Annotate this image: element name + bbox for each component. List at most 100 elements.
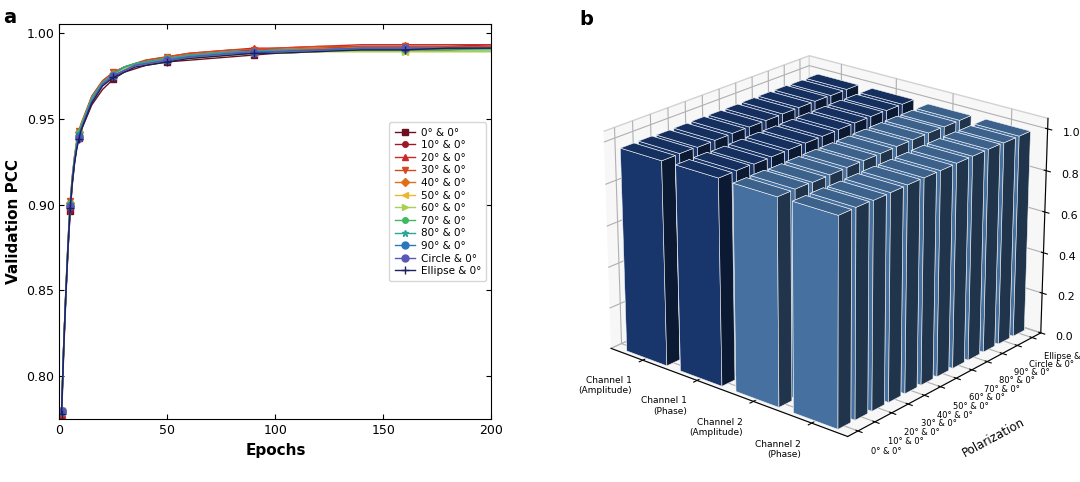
Ellipse & 0° [72, 136, 85, 142]
10° & 0° [55, 416, 68, 422]
40° & 0° [75, 122, 87, 128]
10° & 0° [57, 349, 70, 355]
Ellipse & 0° [107, 75, 120, 80]
Circle & 0° [55, 408, 68, 414]
50° & 0° [62, 241, 75, 247]
80° & 0° [70, 142, 83, 147]
20° & 0° [68, 155, 81, 161]
0° & 0° [139, 63, 152, 68]
70° & 0° [247, 49, 260, 54]
30° & 0° [107, 69, 120, 75]
80° & 0° [485, 45, 498, 51]
90° & 0° [96, 81, 109, 87]
20° & 0° [118, 64, 131, 70]
Ellipse & 0° [312, 49, 325, 54]
20° & 0° [55, 411, 68, 417]
Line: 10° & 0°: 10° & 0° [58, 42, 495, 422]
60° & 0° [118, 66, 131, 72]
Circle & 0° [485, 45, 498, 51]
20° & 0° [355, 42, 368, 48]
50° & 0° [118, 66, 131, 72]
60° & 0° [85, 97, 98, 103]
60° & 0° [59, 289, 72, 295]
70° & 0° [66, 174, 79, 180]
70° & 0° [312, 47, 325, 53]
50° & 0° [485, 49, 498, 54]
10° & 0° [62, 246, 75, 252]
Line: 50° & 0°: 50° & 0° [58, 49, 495, 414]
90° & 0° [66, 177, 79, 183]
30° & 0° [355, 43, 368, 49]
70° & 0° [226, 51, 239, 56]
40° & 0° [183, 52, 195, 58]
80° & 0° [66, 176, 79, 182]
10° & 0° [59, 295, 72, 300]
0° & 0° [96, 86, 109, 92]
Text: a: a [3, 8, 16, 27]
30° & 0° [269, 45, 282, 51]
50° & 0° [59, 289, 72, 295]
Circle & 0° [204, 52, 217, 58]
20° & 0° [64, 201, 77, 207]
0° & 0° [204, 55, 217, 61]
50° & 0° [129, 63, 141, 68]
80° & 0° [204, 51, 217, 56]
30° & 0° [485, 43, 498, 49]
30° & 0° [204, 49, 217, 54]
90° & 0° [399, 45, 411, 51]
10° & 0° [75, 124, 87, 130]
0° & 0° [161, 59, 174, 65]
Line: 70° & 0°: 70° & 0° [58, 47, 495, 414]
Ellipse & 0° [161, 59, 174, 65]
90° & 0° [442, 45, 455, 51]
20° & 0° [312, 43, 325, 49]
70° & 0° [355, 47, 368, 53]
60° & 0° [269, 51, 282, 56]
50° & 0° [72, 131, 85, 137]
50° & 0° [183, 55, 195, 61]
20° & 0° [75, 122, 87, 128]
50° & 0° [312, 49, 325, 54]
60° & 0° [226, 52, 239, 58]
0° & 0° [75, 128, 87, 134]
10° & 0° [64, 207, 77, 213]
Circle & 0° [85, 98, 98, 104]
Ellipse & 0° [57, 346, 70, 352]
70° & 0° [96, 80, 109, 85]
30° & 0° [442, 43, 455, 49]
80° & 0° [183, 52, 195, 58]
30° & 0° [399, 43, 411, 49]
90° & 0° [161, 57, 174, 63]
Circle & 0° [72, 134, 85, 140]
60° & 0° [64, 201, 77, 207]
Ellipse & 0° [485, 45, 498, 51]
10° & 0° [355, 43, 368, 49]
0° & 0° [118, 69, 131, 75]
80° & 0° [139, 59, 152, 65]
Ellipse & 0° [62, 244, 75, 250]
Ellipse & 0° [442, 45, 455, 51]
10° & 0° [70, 143, 83, 149]
30° & 0° [55, 408, 68, 414]
Line: Circle & 0°: Circle & 0° [58, 45, 495, 414]
30° & 0° [118, 64, 131, 70]
50° & 0° [57, 343, 70, 348]
80° & 0° [68, 155, 81, 161]
80° & 0° [269, 47, 282, 53]
Circle & 0° [226, 51, 239, 56]
50° & 0° [64, 201, 77, 207]
90° & 0° [269, 49, 282, 54]
70° & 0° [72, 130, 85, 135]
20° & 0° [70, 140, 83, 146]
10° & 0° [66, 179, 79, 185]
20° & 0° [247, 45, 260, 51]
90° & 0° [62, 243, 75, 249]
X-axis label: Epochs: Epochs [245, 443, 306, 458]
Ellipse & 0° [399, 47, 411, 53]
40° & 0° [129, 61, 141, 67]
10° & 0° [269, 47, 282, 53]
0° & 0° [66, 181, 79, 187]
70° & 0° [55, 408, 68, 414]
30° & 0° [57, 341, 70, 347]
40° & 0° [55, 410, 68, 415]
